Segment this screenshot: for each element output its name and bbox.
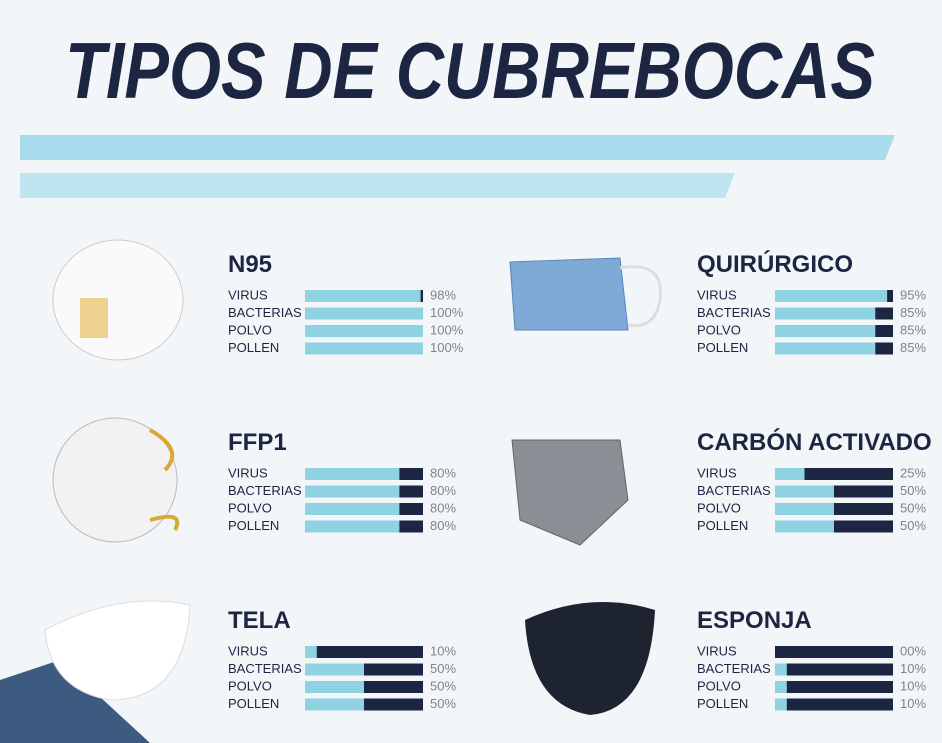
- row-label: POLLEN: [697, 518, 748, 533]
- bar-track: [775, 646, 893, 658]
- value-label: 100%: [430, 322, 464, 337]
- value-label: 98%: [430, 287, 456, 302]
- bar: [305, 520, 400, 533]
- bar: [305, 342, 423, 355]
- bar: [305, 681, 364, 693]
- bar: [305, 468, 400, 480]
- mask-n95: [52, 239, 184, 361]
- bar: [775, 342, 876, 355]
- row-label: POLVO: [697, 678, 741, 693]
- bar: [775, 681, 787, 693]
- row-label: VIRUS: [228, 287, 268, 302]
- row-label: VIRUS: [697, 287, 737, 302]
- value-label: 80%: [430, 518, 456, 533]
- mask-name: TELA: [228, 607, 291, 634]
- value-label: 80%: [430, 465, 456, 480]
- bar: [775, 503, 834, 515]
- mask-esponja: [525, 602, 655, 715]
- stripe: [20, 135, 895, 160]
- value-label: 100%: [430, 305, 464, 320]
- row-label: BACTERIAS: [228, 305, 302, 320]
- stripe: [20, 173, 735, 198]
- value-label: 50%: [900, 518, 926, 533]
- bar-track: [775, 663, 893, 676]
- bar: [305, 503, 400, 515]
- value-label: 85%: [900, 340, 926, 355]
- row-label: VIRUS: [228, 465, 268, 480]
- bar: [305, 663, 364, 676]
- bar: [305, 307, 423, 320]
- mask-quirurgico: [509, 257, 662, 331]
- row-label: POLLEN: [228, 340, 279, 355]
- value-label: 85%: [900, 322, 926, 337]
- value-label: 50%: [900, 500, 926, 515]
- row-label: POLLEN: [228, 696, 279, 711]
- value-label: 80%: [430, 483, 456, 498]
- row-label: BACTERIAS: [697, 483, 771, 498]
- row-label: POLVO: [228, 322, 272, 337]
- row-label: BACTERIAS: [228, 483, 302, 498]
- value-label: 85%: [900, 305, 926, 320]
- mask-tela: [44, 600, 191, 701]
- bar: [305, 485, 400, 498]
- row-label: VIRUS: [697, 465, 737, 480]
- value-label: 100%: [430, 340, 464, 355]
- row-label: BACTERIAS: [228, 661, 302, 676]
- mask-ffp1: [52, 417, 180, 543]
- bar-track: [775, 681, 893, 693]
- mask-name: FFP1: [228, 429, 287, 456]
- row-label: POLVO: [228, 678, 272, 693]
- value-label: 50%: [430, 696, 456, 711]
- bar: [305, 290, 421, 302]
- bar-track: [775, 698, 893, 711]
- row-label: VIRUS: [697, 643, 737, 658]
- bar: [775, 468, 805, 480]
- row-label: BACTERIAS: [697, 661, 771, 676]
- bar: [775, 520, 834, 533]
- mask-carbon: [511, 439, 629, 546]
- corner: [0, 660, 150, 743]
- bar: [775, 485, 834, 498]
- bar: [775, 663, 787, 676]
- row-label: BACTERIAS: [697, 305, 771, 320]
- value-label: 10%: [430, 643, 456, 658]
- row-label: POLLEN: [697, 696, 748, 711]
- bar: [305, 325, 423, 337]
- bar: [305, 646, 317, 658]
- row-label: POLVO: [697, 500, 741, 515]
- row-label: VIRUS: [228, 643, 268, 658]
- mask-name: CARBÓN ACTIVADO: [697, 428, 932, 456]
- bar: [775, 307, 876, 320]
- value-label: 95%: [900, 287, 926, 302]
- row-label: POLLEN: [697, 340, 748, 355]
- bar: [775, 698, 787, 711]
- value-label: 00%: [900, 643, 926, 658]
- bar: [305, 698, 364, 711]
- row-label: POLLEN: [228, 518, 279, 533]
- value-label: 25%: [900, 465, 926, 480]
- row-label: POLVO: [228, 500, 272, 515]
- value-label: 50%: [900, 483, 926, 498]
- value-label: 50%: [430, 678, 456, 693]
- bar: [775, 290, 888, 302]
- mask-name: N95: [228, 251, 272, 278]
- value-label: 10%: [900, 696, 926, 711]
- value-label: 10%: [900, 661, 926, 676]
- row-label: POLVO: [697, 322, 741, 337]
- mask-name: QUIRÚRGICO: [697, 250, 853, 278]
- bar-track: [305, 646, 423, 658]
- value-label: 80%: [430, 500, 456, 515]
- value-label: 50%: [430, 661, 456, 676]
- title: TIPOS DE CUBREBOCAS: [65, 26, 875, 115]
- bar: [775, 325, 876, 337]
- value-label: 10%: [900, 678, 926, 693]
- mask-name: ESPONJA: [697, 607, 812, 634]
